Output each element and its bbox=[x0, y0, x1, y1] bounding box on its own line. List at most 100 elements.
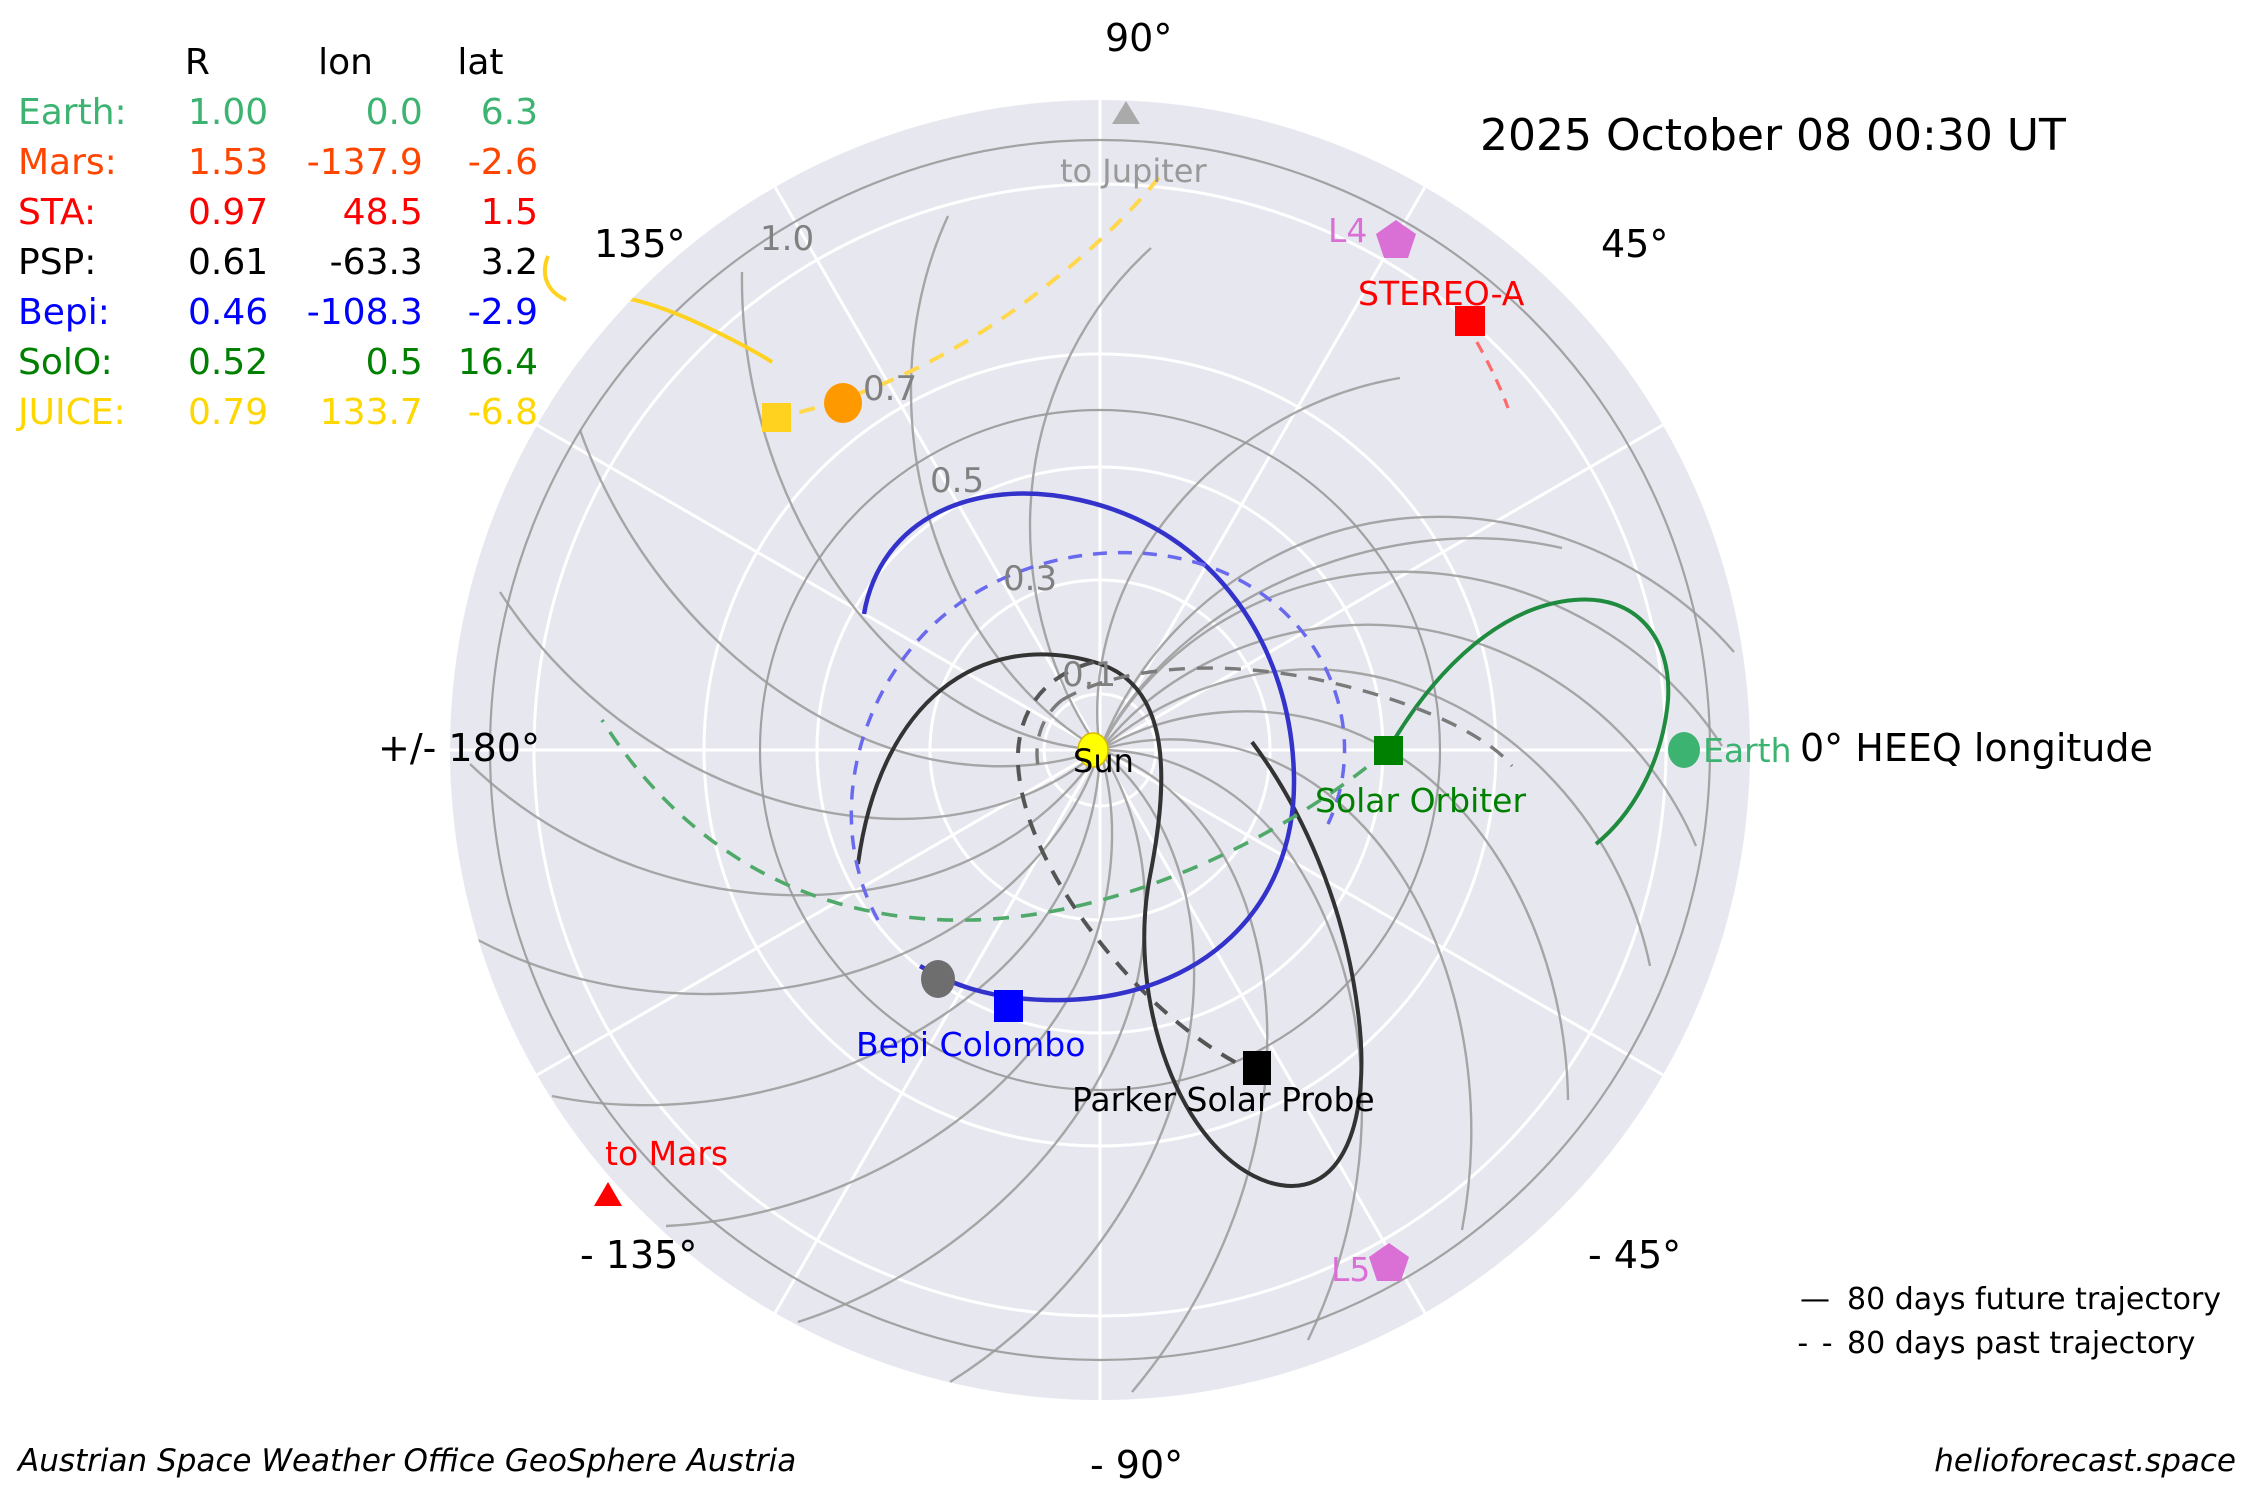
cell-r: 0.46 bbox=[188, 292, 269, 333]
footer-credit: Austrian Space Weather Office GeoSphere … bbox=[18, 1443, 797, 1479]
solo-past-trajectory bbox=[600, 719, 1390, 922]
cell-r: 1.00 bbox=[188, 92, 269, 133]
cell-name: Earth: bbox=[18, 92, 127, 133]
table-row: PSP: 0.61 -63.3 3.2 bbox=[18, 238, 538, 288]
cell-lat: -2.6 bbox=[467, 142, 538, 183]
juice-past-trajectory bbox=[771, 166, 1168, 420]
table-row: SolO: 0.52 0.5 16.4 bbox=[18, 338, 538, 388]
radial-label-5: 0.1 bbox=[1062, 655, 1116, 695]
angular-label-deg180: +/- 180° bbox=[378, 726, 540, 770]
to-mars-label: to Mars bbox=[605, 1134, 728, 1173]
table-header-row: R lon lat bbox=[18, 38, 538, 88]
juice-outer-arc bbox=[542, 255, 567, 302]
bepi-past-trajectory bbox=[849, 550, 1347, 921]
to-jupiter-marker[interactable] bbox=[1112, 101, 1140, 124]
cell-lon: -63.3 bbox=[329, 242, 423, 283]
angular-label-deg90: 90° bbox=[1105, 16, 1173, 60]
header-lon: lon bbox=[318, 42, 373, 83]
angular-label-degm135: - 135° bbox=[580, 1233, 698, 1277]
bepi-future-trajectory bbox=[861, 491, 1297, 1003]
header-r: R bbox=[184, 42, 210, 83]
cell-lon: 0.0 bbox=[365, 92, 423, 133]
header-name bbox=[18, 38, 127, 88]
cell-lat: 16.4 bbox=[457, 342, 538, 383]
cell-name: PSP: bbox=[18, 242, 97, 283]
footer-website: helioforecast.space bbox=[1934, 1443, 2236, 1479]
to-jupiter-label: to Jupiter bbox=[1060, 152, 1207, 190]
cell-r: 0.61 bbox=[188, 242, 269, 283]
bepi-label: Bepi Colombo bbox=[856, 1025, 1085, 1064]
cell-lat: -2.9 bbox=[467, 292, 538, 333]
radial-label-1: 1.0 bbox=[760, 219, 814, 259]
legend-future-label: 80 days future trajectory bbox=[1847, 1281, 2222, 1317]
legend-past-label: 80 days past trajectory bbox=[1847, 1325, 2196, 1361]
psp-future-trajectory bbox=[856, 652, 1364, 1188]
earth-marker[interactable] bbox=[1668, 732, 1700, 768]
solo-future-trajectory bbox=[1386, 597, 1671, 846]
cell-lon: 133.7 bbox=[319, 392, 423, 433]
to-mars-marker[interactable] bbox=[594, 1182, 622, 1206]
cell-r: 0.97 bbox=[188, 192, 269, 233]
stereo-a-label: STEREO-A bbox=[1358, 274, 1525, 313]
cell-name: JUICE: bbox=[18, 392, 126, 433]
radial-label-4: 0.3 bbox=[1003, 559, 1057, 599]
angular-label-degm45: - 45° bbox=[1588, 1233, 1682, 1277]
cell-name: Bepi: bbox=[18, 292, 110, 333]
l4-marker[interactable] bbox=[1376, 220, 1416, 258]
legend-row-future: — 80 days future trajectory bbox=[1785, 1277, 2221, 1321]
sun-label: Sun bbox=[1073, 742, 1134, 780]
legend-solid-line-icon: — bbox=[1800, 1281, 1832, 1317]
angular-label-deg135: 135° bbox=[594, 222, 686, 266]
juice-marker[interactable] bbox=[762, 403, 791, 432]
cell-lon: -108.3 bbox=[306, 292, 423, 333]
table-row: JUICE: 0.79 133.7 -6.8 bbox=[18, 388, 538, 438]
cell-lat: 1.5 bbox=[480, 192, 538, 233]
l5-label: L5 bbox=[1331, 1250, 1370, 1289]
table-row: Bepi: 0.46 -108.3 -2.9 bbox=[18, 288, 538, 338]
solar-orbiter-label: Solar Orbiter bbox=[1315, 781, 1526, 820]
grid-reference-arcs bbox=[488, 138, 1712, 1362]
parker-spiral-lines bbox=[469, 215, 1735, 1393]
cell-lon: 0.5 bbox=[365, 342, 423, 383]
cell-lat: -6.8 bbox=[467, 392, 538, 433]
cell-lat: 3.2 bbox=[480, 242, 538, 283]
radial-label-2: 0.7 bbox=[863, 369, 917, 409]
angular-label-deg0: 0° HEEQ longitude bbox=[1800, 726, 2153, 770]
cell-lon: 48.5 bbox=[342, 192, 423, 233]
legend-dashed-line-icon: - - bbox=[1797, 1325, 1835, 1361]
cell-lon: -137.9 bbox=[306, 142, 423, 183]
earth-label: Earth bbox=[1703, 731, 1792, 770]
table-row: Earth: 1.00 0.0 6.3 bbox=[18, 88, 538, 138]
venus-marker[interactable] bbox=[824, 383, 862, 423]
positions-table-body: R lon lat Earth: 1.00 0.0 6.3 Mars: 1.53 -137.… bbox=[18, 38, 538, 438]
cell-name: STA: bbox=[18, 192, 97, 233]
header-lat: lat bbox=[457, 42, 504, 83]
page-title: 2025 October 08 00:30 UT bbox=[1480, 110, 2066, 161]
solar-orbiter-marker[interactable] bbox=[1374, 736, 1403, 765]
legend-row-past: - - 80 days past trajectory bbox=[1785, 1321, 2221, 1365]
angular-label-deg45: 45° bbox=[1601, 222, 1669, 266]
cell-r: 1.53 bbox=[188, 142, 269, 183]
grey-dashed-reference-arc-2 bbox=[1035, 698, 1064, 767]
mercury-marker[interactable] bbox=[921, 960, 955, 998]
psp-past-trajectory bbox=[1015, 660, 1265, 1078]
psp-marker[interactable] bbox=[1243, 1051, 1271, 1085]
cell-name: SolO: bbox=[18, 342, 113, 383]
l4-label: L4 bbox=[1328, 211, 1367, 250]
psp-label: Parker Solar Probe bbox=[1072, 1080, 1375, 1119]
sun-marker[interactable] bbox=[1077, 732, 1109, 768]
cell-lat: 6.3 bbox=[480, 92, 538, 133]
stereo-a-marker[interactable] bbox=[1455, 306, 1485, 336]
bepi-marker[interactable] bbox=[994, 990, 1023, 1022]
trajectory-legend: — 80 days future trajectory - - 80 days … bbox=[1785, 1277, 2221, 1365]
l5-marker[interactable] bbox=[1369, 1243, 1409, 1281]
cell-name: Mars: bbox=[18, 142, 117, 183]
radial-tick-labels: 1.0 0.7 0.5 0.3 0.1 bbox=[760, 219, 1116, 695]
cell-r: 0.52 bbox=[188, 342, 269, 383]
table-row: Mars: 1.53 -137.9 -2.6 bbox=[18, 138, 538, 188]
radial-label-3: 0.5 bbox=[930, 461, 984, 501]
angular-label-degm90: - 90° bbox=[1090, 1443, 1184, 1487]
grey-dashed-reference-arc bbox=[1061, 666, 1514, 768]
